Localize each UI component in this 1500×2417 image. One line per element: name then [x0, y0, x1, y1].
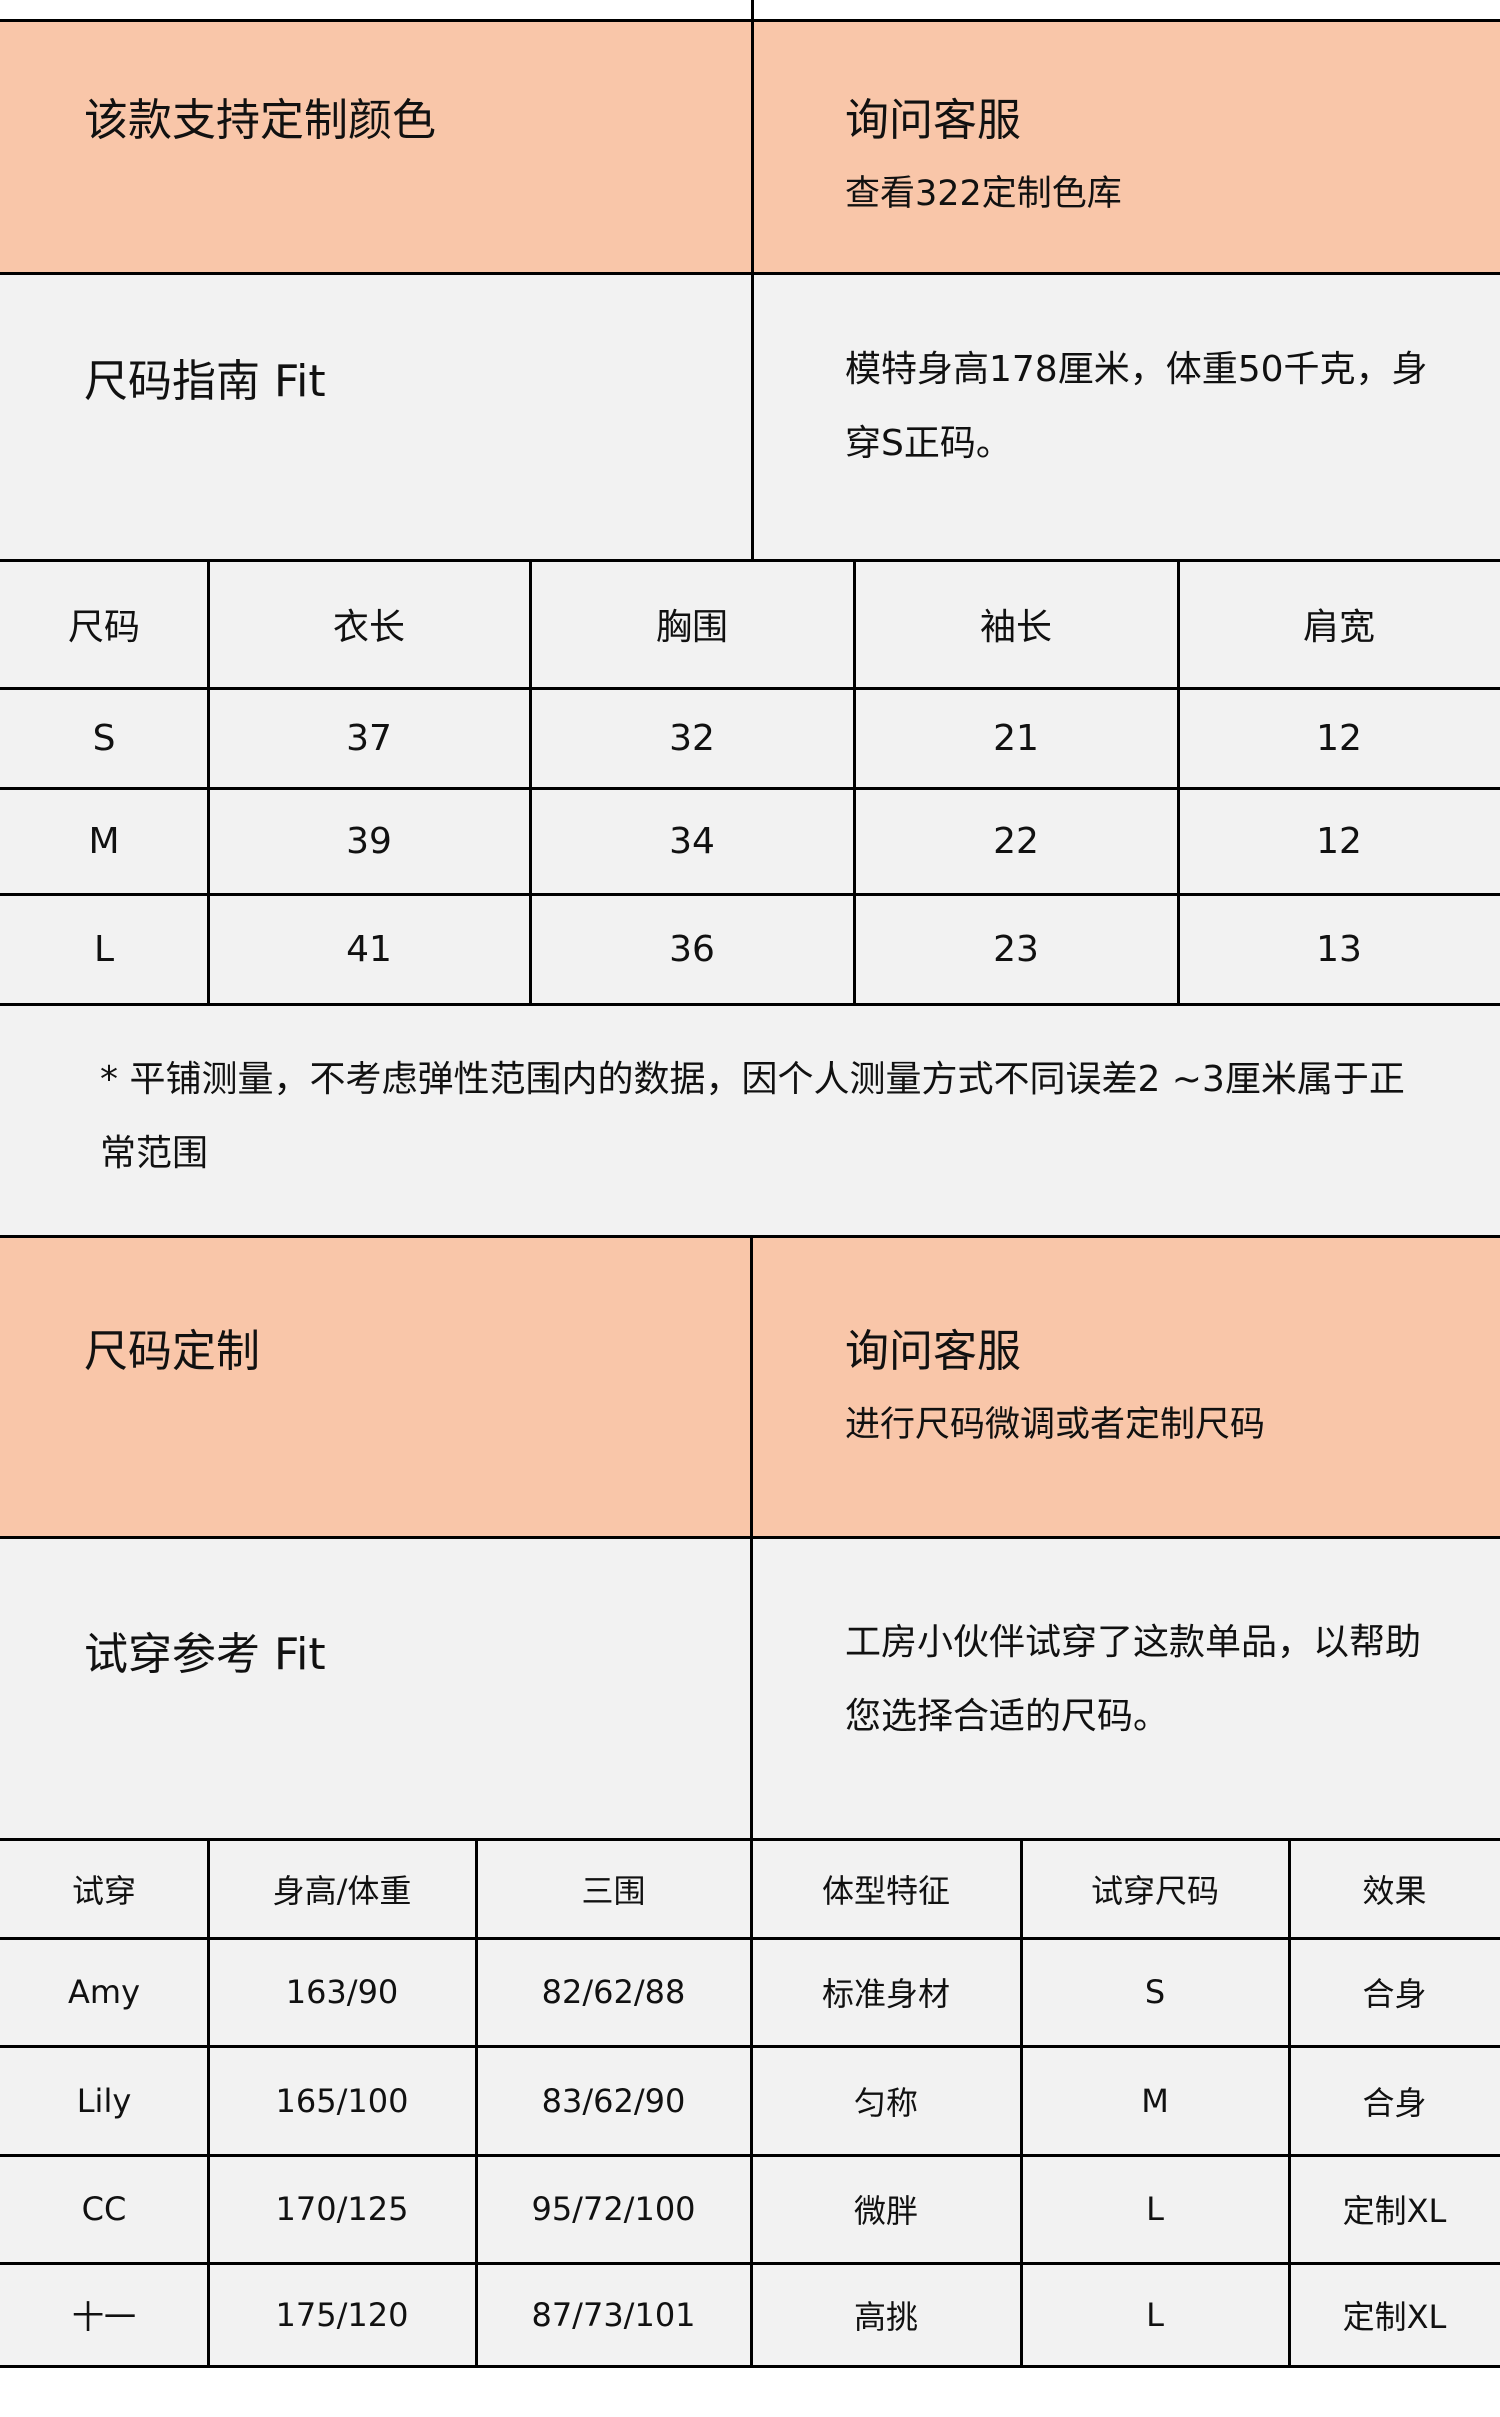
size-table-cell: 32 — [669, 717, 715, 759]
divider — [751, 0, 754, 560]
divider — [0, 559, 1500, 562]
size-table-cell: L — [93, 928, 115, 970]
try-table-cell: 87/73/101 — [531, 2295, 696, 2334]
try-table-header-cell: 身高/体重 — [272, 1871, 412, 1910]
try-table-cell: L — [1146, 2295, 1164, 2334]
size-table-cell: 22 — [993, 820, 1039, 862]
contact-service-link[interactable]: 询问客服 — [845, 1326, 1021, 1377]
try-table-cell: S — [1144, 1973, 1166, 2011]
try-table-cell: Lily — [76, 2081, 132, 2120]
try-table-cell: 合身 — [1362, 1975, 1427, 2013]
size-table-cell: S — [92, 717, 116, 759]
custom-title: 尺码定制 — [84, 1326, 260, 1377]
try-table-cell: 82/62/88 — [541, 1973, 686, 2011]
try-table-header-cell: 效果 — [1362, 1871, 1427, 1910]
divider — [207, 560, 210, 1004]
size-table-header-cell: 衣长 — [332, 607, 405, 648]
try-table-cell: 170/125 — [275, 2190, 409, 2228]
try-table-cell: 83/62/90 — [541, 2081, 686, 2120]
divider — [0, 1235, 1500, 1238]
try-table-cell: 定制XL — [1342, 2297, 1447, 2336]
size-table-cell: 37 — [346, 717, 392, 759]
try-table-header-cell: 三围 — [581, 1871, 646, 1910]
divider — [1288, 1839, 1291, 2366]
divider — [0, 687, 1500, 690]
size-table-cell: 12 — [1316, 717, 1362, 759]
size-table-cell: 23 — [993, 928, 1039, 970]
divider — [0, 1536, 1500, 1539]
color-title: 该款支持定制颜色 — [84, 95, 436, 146]
size-table-header-cell: 尺码 — [67, 607, 140, 648]
size-table — [0, 560, 1500, 1004]
try-table-cell: 95/72/100 — [531, 2190, 696, 2228]
divider — [475, 1839, 478, 2366]
try-on-desc: 工房小伙伴试穿了这款单品，以帮助您选择合适的尺码。 — [845, 1622, 1422, 1737]
contact-service-link[interactable]: 询问客服 — [845, 95, 1021, 146]
try-table-header-cell: 试穿尺码 — [1090, 1871, 1219, 1910]
size-table-cell: 41 — [346, 928, 392, 970]
try-table-cell: 匀称 — [853, 2083, 918, 2122]
try-table-cell: L — [1146, 2190, 1164, 2228]
divider — [1020, 1839, 1023, 2366]
try-on-title: 试穿参考 Fit — [84, 1629, 326, 1680]
size-guide-section — [0, 273, 1500, 560]
size-table-cell: M — [88, 820, 120, 862]
try-table-cell: 163/90 — [285, 1973, 399, 2011]
note-section — [0, 1004, 1500, 1236]
try-table-cell: 标准身材 — [821, 1975, 950, 2013]
try-table-cell: 165/100 — [275, 2081, 409, 2120]
divider — [1177, 560, 1180, 1004]
size-table-cell: 12 — [1316, 820, 1362, 862]
try-table-cell: 定制XL — [1342, 2192, 1447, 2230]
divider — [750, 1839, 753, 2366]
try-table-cell: 微胖 — [853, 2192, 918, 2230]
size-table-header-cell: 肩宽 — [1302, 607, 1375, 648]
try-table-cell: CC — [81, 2190, 127, 2228]
size-table-header-cell: 胸围 — [655, 607, 728, 648]
size-table-cell: 21 — [993, 717, 1039, 759]
size-guide-title: 尺码指南 Fit — [84, 356, 326, 407]
divider — [0, 19, 1500, 22]
size-table-header-cell: 袖长 — [979, 607, 1052, 648]
divider — [0, 2365, 1500, 2368]
divider — [0, 272, 1500, 275]
try-table-cell: 合身 — [1362, 2083, 1427, 2122]
divider — [529, 560, 532, 1004]
divider — [0, 1003, 1500, 1006]
color-library-link[interactable]: 查看322定制色库 — [845, 174, 1122, 214]
size-table-cell: 36 — [669, 928, 715, 970]
divider — [0, 787, 1500, 790]
divider — [853, 560, 856, 1004]
divider — [207, 1839, 210, 2366]
try-table-cell: Amy — [68, 1973, 140, 2011]
try-table-header-cell: 体型特征 — [821, 1871, 950, 1910]
custom-size-link[interactable]: 进行尺码微调或者定制尺码 — [845, 1405, 1266, 1445]
measurement-note: * 平铺测量，不考虑弹性范围内的数据，因个人测量方式不同误差2 ~3厘米属于正常… — [100, 1059, 1405, 1174]
try-table-header-cell: 试穿 — [71, 1871, 136, 1910]
try-table-cell: 高挑 — [853, 2297, 918, 2336]
size-table-cell: 13 — [1316, 928, 1362, 970]
size-table-cell: 39 — [346, 820, 392, 862]
model-info: 模特身高178厘米，体重50千克，身穿S正码。 — [845, 349, 1428, 464]
size-table-cell: 34 — [669, 820, 715, 862]
try-table-cell: 十一 — [71, 2297, 136, 2336]
divider — [0, 893, 1500, 896]
color-section — [0, 20, 1500, 273]
try-table-cell: M — [1141, 2081, 1169, 2120]
try-table-cell: 175/120 — [275, 2295, 409, 2334]
